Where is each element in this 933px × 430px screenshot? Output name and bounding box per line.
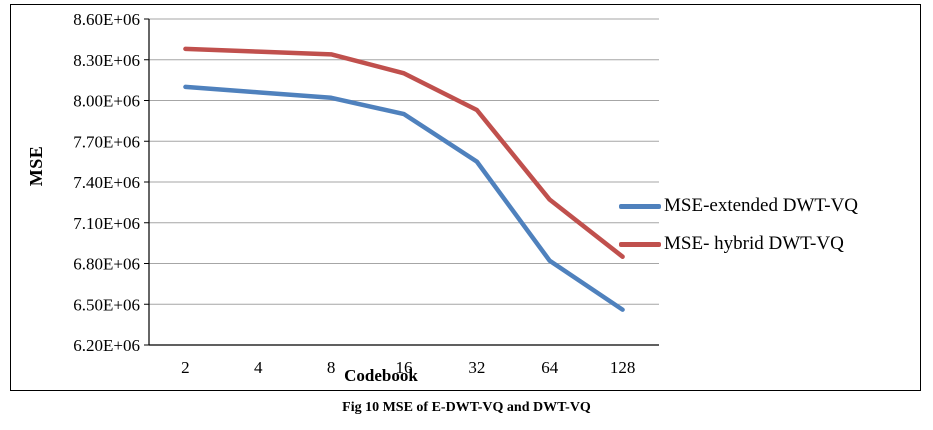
series-line-0 [183, 84, 625, 312]
legend-line-sample-red [619, 241, 661, 247]
legend-label-extended-dwt-vq: MSE-extended DWT-VQ [664, 195, 859, 216]
x-tick-label: 2 [181, 358, 190, 377]
x-tick-label: 16 [396, 358, 413, 377]
y-tick-label: 7.70E+06 [73, 132, 140, 151]
legend-item-hybrid-dwt-vq: MSE- hybrid DWT-VQ [619, 229, 914, 259]
y-tick-label: 7.40E+06 [73, 173, 140, 192]
y-tick-label: 8.30E+06 [73, 51, 140, 70]
chart-frame: 6.20E+06 6.50E+06 6.80E+06 7.10E+06 7.40E+06… [10, 4, 921, 391]
x-tick-label: 128 [610, 358, 636, 377]
y-tick-label: 6.80E+06 [73, 255, 140, 274]
figure-caption: Fig 10 MSE of E-DWT-VQ and DWT-VQ [342, 400, 591, 415]
x-tick-label: 4 [254, 358, 263, 377]
y-axis-label: MSE [26, 145, 46, 187]
legend-line-sample-blue [619, 203, 661, 209]
x-tick-label: 32 [468, 358, 485, 377]
y-tick-label: 8.60E+06 [73, 10, 140, 29]
line-chart: 6.20E+06 6.50E+06 6.80E+06 7.10E+06 7.40E+06… [73, 10, 659, 377]
x-tick-label: 8 [327, 358, 336, 377]
y-tick-label: 7.10E+06 [73, 214, 140, 233]
y-tick-label: 8.00E+06 [73, 92, 140, 111]
series-line-1 [183, 46, 625, 259]
x-tick-label: 64 [541, 358, 559, 377]
y-tick-label: 6.50E+06 [73, 295, 140, 314]
x-axis-label: Codebook [344, 366, 418, 385]
legend: MSE-extended DWT-VQ MSE- hybrid DWT-VQ [619, 191, 914, 267]
legend-item-extended-dwt-vq: MSE-extended DWT-VQ [619, 191, 914, 221]
legend-label-hybrid-dwt-vq: MSE- hybrid DWT-VQ [664, 233, 844, 254]
y-tick-label: 6.20E+06 [73, 336, 140, 355]
